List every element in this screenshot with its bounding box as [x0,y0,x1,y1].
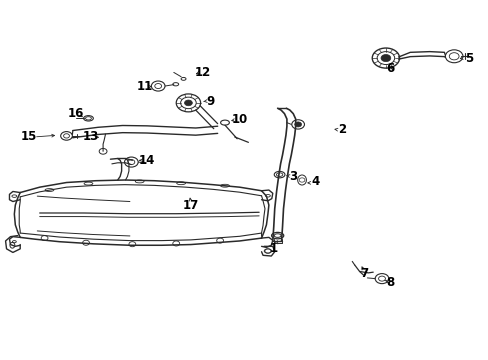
Text: 11: 11 [136,80,152,93]
Text: 5: 5 [464,51,472,64]
Text: 3: 3 [288,170,297,183]
Circle shape [380,54,390,62]
Text: 7: 7 [359,267,367,280]
Text: 9: 9 [206,95,214,108]
Text: 1: 1 [269,242,277,255]
Text: 13: 13 [82,130,99,144]
Text: 6: 6 [386,62,394,75]
Text: 15: 15 [21,130,37,144]
Text: 2: 2 [337,123,346,136]
Text: 8: 8 [386,276,394,289]
Text: 12: 12 [195,66,211,79]
Text: 10: 10 [231,113,247,126]
Circle shape [294,122,301,127]
Text: 16: 16 [68,107,84,120]
Text: 17: 17 [183,199,199,212]
Circle shape [184,100,192,106]
Text: 4: 4 [310,175,319,188]
Text: 14: 14 [139,154,155,167]
